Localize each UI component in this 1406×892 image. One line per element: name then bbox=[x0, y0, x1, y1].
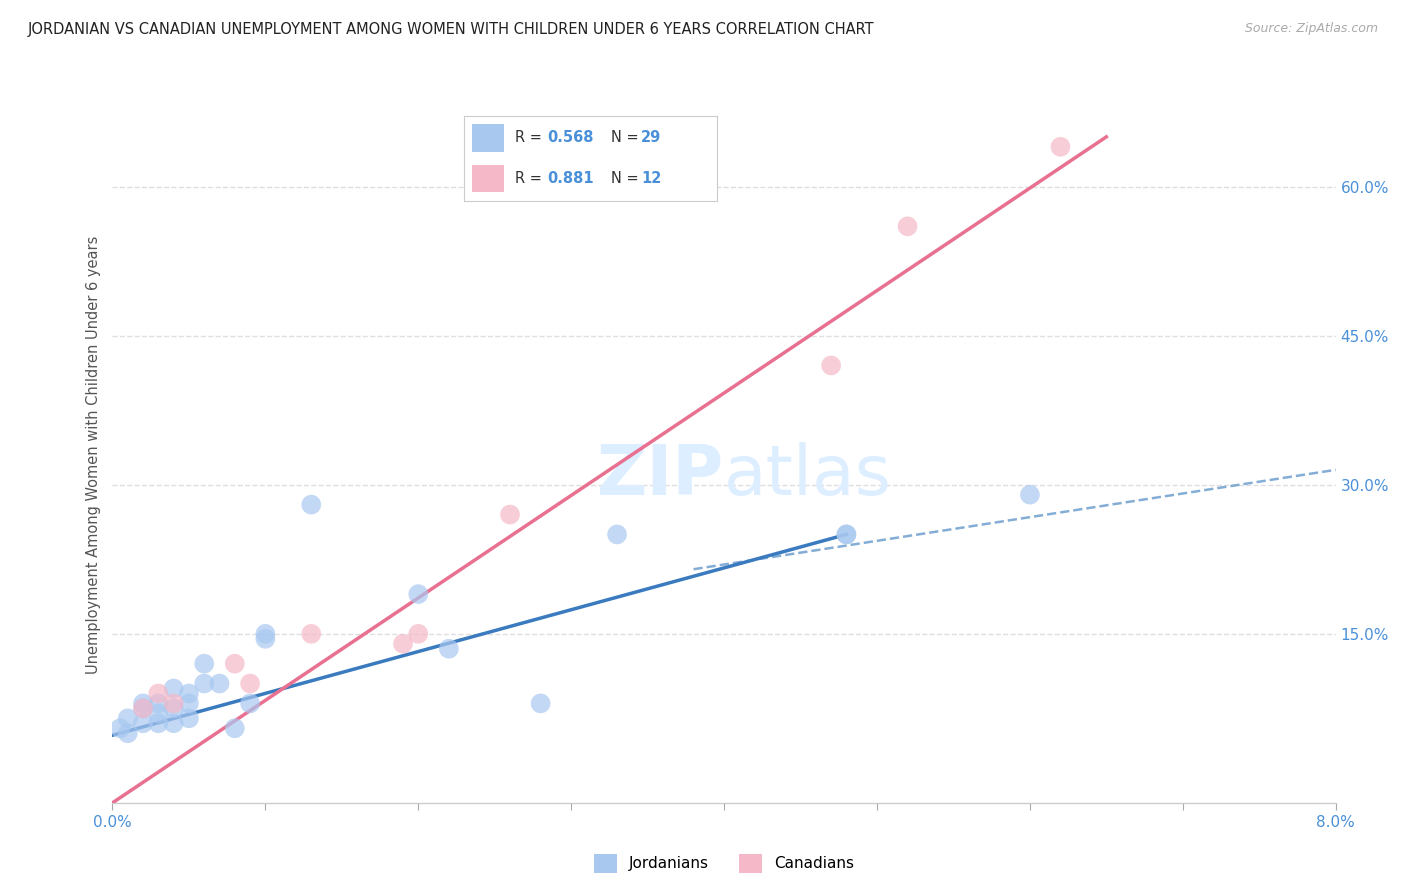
Text: 12: 12 bbox=[641, 171, 661, 186]
Point bbox=[254, 632, 277, 646]
Point bbox=[499, 508, 522, 522]
Text: 0.568: 0.568 bbox=[547, 130, 593, 145]
Point bbox=[835, 527, 858, 541]
Point bbox=[132, 701, 155, 715]
Text: R =: R = bbox=[515, 171, 546, 186]
Point bbox=[224, 721, 246, 735]
Point bbox=[193, 676, 215, 690]
Point bbox=[148, 706, 170, 721]
Text: N =: N = bbox=[610, 130, 643, 145]
Point bbox=[177, 697, 200, 711]
Point bbox=[148, 716, 170, 731]
Point bbox=[177, 686, 200, 700]
Point bbox=[117, 711, 139, 725]
Text: atlas: atlas bbox=[724, 442, 891, 509]
Point bbox=[299, 627, 322, 641]
Text: JORDANIAN VS CANADIAN UNEMPLOYMENT AMONG WOMEN WITH CHILDREN UNDER 6 YEARS CORRE: JORDANIAN VS CANADIAN UNEMPLOYMENT AMONG… bbox=[28, 22, 875, 37]
Point bbox=[529, 697, 551, 711]
Point bbox=[208, 676, 231, 690]
Point bbox=[163, 701, 186, 715]
Point bbox=[132, 697, 155, 711]
Y-axis label: Unemployment Among Women with Children Under 6 years: Unemployment Among Women with Children U… bbox=[86, 235, 101, 674]
Text: Source: ZipAtlas.com: Source: ZipAtlas.com bbox=[1244, 22, 1378, 36]
Point bbox=[108, 721, 131, 735]
Point bbox=[193, 657, 215, 671]
Point bbox=[163, 697, 186, 711]
Point bbox=[437, 641, 460, 656]
Text: N =: N = bbox=[610, 171, 643, 186]
Text: 29: 29 bbox=[641, 130, 661, 145]
Legend: Jordanians, Canadians: Jordanians, Canadians bbox=[588, 847, 860, 879]
Bar bbox=[471, 165, 505, 192]
Point bbox=[254, 627, 277, 641]
Point bbox=[820, 359, 842, 373]
Point bbox=[117, 726, 139, 740]
Point bbox=[835, 527, 858, 541]
Point bbox=[392, 637, 415, 651]
Point bbox=[148, 686, 170, 700]
Point bbox=[897, 219, 920, 234]
Point bbox=[1018, 488, 1040, 502]
Text: R =: R = bbox=[515, 130, 546, 145]
Point bbox=[224, 657, 246, 671]
Point bbox=[177, 711, 200, 725]
Point bbox=[1049, 140, 1071, 154]
Point bbox=[239, 676, 262, 690]
Text: ZIP: ZIP bbox=[596, 442, 724, 509]
Text: 0.881: 0.881 bbox=[547, 171, 595, 186]
Point bbox=[408, 587, 430, 601]
Point bbox=[163, 681, 186, 696]
Bar bbox=[471, 124, 505, 152]
Point bbox=[408, 627, 430, 641]
Point bbox=[132, 701, 155, 715]
Point bbox=[132, 716, 155, 731]
Point bbox=[606, 527, 628, 541]
Point bbox=[148, 697, 170, 711]
Point bbox=[163, 716, 186, 731]
Point bbox=[299, 498, 322, 512]
Point bbox=[239, 697, 262, 711]
